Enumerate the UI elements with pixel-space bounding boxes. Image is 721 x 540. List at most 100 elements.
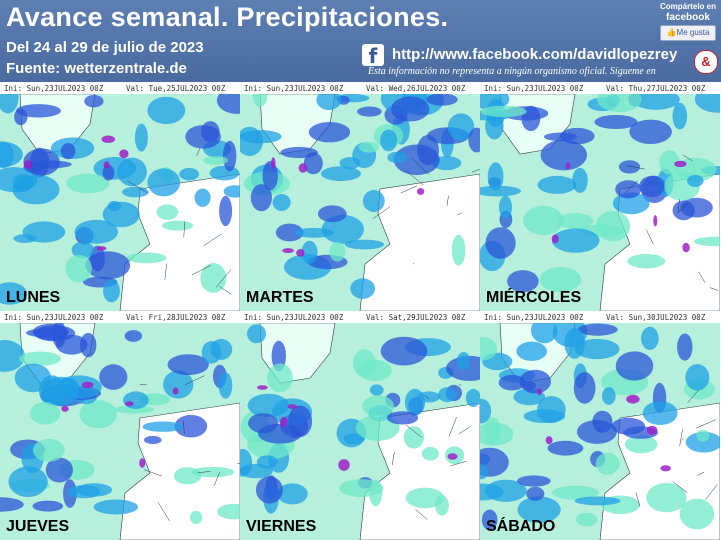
- precipitation-cell: [147, 96, 186, 125]
- share-widget[interactable]: Compártelo en facebook 👍Me gusta: [658, 2, 718, 46]
- border-line: [400, 185, 418, 194]
- precipitation-cell: [329, 242, 346, 262]
- precipitation-cell: [0, 282, 27, 305]
- precipitation-cell: [391, 96, 430, 122]
- precipitation-cell: [201, 341, 222, 364]
- precipitation-cell: [595, 452, 620, 475]
- precipitation-cell: [218, 372, 233, 399]
- precipitation-cell: [498, 374, 526, 391]
- precipitation-cell: [523, 205, 564, 235]
- precipitation-cell: [480, 398, 492, 424]
- precipitation-cell: [595, 211, 631, 242]
- border-line: [624, 180, 638, 194]
- heavy-precipitation-cell: [271, 157, 276, 169]
- precipitation-cell: [43, 376, 79, 406]
- precipitation-cell: [303, 152, 323, 175]
- border-line: [677, 199, 680, 213]
- heavy-precipitation-cell: [61, 405, 69, 412]
- precipitation-map: [240, 94, 480, 311]
- facebook-link[interactable]: http://www.facebook.com/davidlopezrey: [392, 46, 678, 63]
- disclaimer-text: Esta información no representa a ningún …: [368, 66, 656, 77]
- precipitation-cell: [507, 270, 539, 293]
- precipitation-cell: [209, 165, 240, 181]
- border-line: [183, 221, 185, 238]
- heavy-precipitation-cell: [101, 135, 116, 143]
- forecast-panel-6: Ini: Sun,23JUL2023 00Z Val: Sun,30JUL2023…: [480, 311, 721, 540]
- border-line: [681, 438, 684, 441]
- heavy-precipitation-cell: [119, 149, 129, 159]
- border-line: [215, 269, 232, 288]
- precipitation-cell: [551, 485, 600, 500]
- precipitation-cell: [421, 446, 439, 461]
- precipitation-cell: [194, 188, 211, 207]
- precipitation-cell: [362, 395, 395, 418]
- precipitation-cell: [694, 94, 720, 113]
- precipitation-cell: [191, 466, 235, 478]
- precipitation-cell: [277, 483, 308, 505]
- heavy-precipitation-cell: [660, 465, 671, 472]
- init-time: Ini: Sun,23JUL2023 00Z: [244, 313, 344, 322]
- border-line: [646, 229, 654, 245]
- precipitation-cell: [685, 364, 710, 391]
- precipitation-cell: [484, 417, 501, 445]
- precipitation-cell: [685, 431, 720, 453]
- precipitation-cell: [317, 205, 347, 223]
- precipitation-cell: [485, 227, 516, 259]
- precipitation-cell: [517, 475, 551, 487]
- precipitation-cell: [573, 372, 596, 404]
- border-line: [412, 158, 430, 176]
- border-line: [164, 263, 167, 280]
- border-line: [144, 469, 162, 477]
- precipitation-cell: [8, 466, 48, 497]
- heavy-precipitation-cell: [674, 160, 687, 168]
- border-line: [672, 481, 688, 493]
- precipitation-cell: [560, 127, 595, 145]
- precipitation-cell: [93, 499, 138, 515]
- precipitation-cell: [79, 400, 117, 429]
- precipitation-cell: [240, 130, 282, 144]
- precipitation-cell: [288, 405, 313, 438]
- precipitation-map: [480, 323, 720, 540]
- precipitation-cell: [121, 186, 149, 198]
- day-label: VIERNES: [246, 518, 317, 535]
- precipitation-cell: [380, 336, 428, 366]
- precipitation-map: [240, 323, 480, 540]
- precipitation-cell: [316, 94, 342, 110]
- heavy-precipitation-cell: [287, 404, 297, 409]
- precipitation-cell: [456, 352, 471, 370]
- heavy-precipitation-cell: [103, 161, 110, 169]
- precipitation-cell: [113, 405, 155, 414]
- border-line: [157, 502, 170, 522]
- border-line: [677, 202, 690, 214]
- heavy-precipitation-cell: [257, 385, 268, 390]
- precipitation-cell: [142, 421, 184, 432]
- precipitation-cell: [185, 125, 221, 149]
- border-line: [197, 471, 211, 473]
- precipitation-cell: [679, 498, 715, 530]
- precipitation-cell: [102, 165, 115, 181]
- border-line: [446, 195, 449, 206]
- precipitation-cell: [481, 509, 498, 531]
- border-line: [196, 148, 201, 156]
- precipitation-cell: [167, 354, 209, 375]
- precipitation-cell: [216, 94, 240, 114]
- like-button[interactable]: 👍Me gusta: [660, 25, 716, 41]
- border-line: [405, 424, 422, 438]
- heavy-precipitation-cell: [551, 234, 559, 244]
- precipitation-cell: [350, 278, 376, 299]
- facebook-icon[interactable]: f: [362, 44, 384, 68]
- border-line: [698, 271, 706, 283]
- precipitation-cell: [537, 396, 566, 424]
- precipitation-cell: [14, 363, 52, 393]
- heavy-precipitation-cell: [23, 160, 32, 170]
- precipitation-cell: [162, 220, 194, 231]
- precipitation-cell: [103, 279, 120, 303]
- heavy-precipitation-cell: [626, 394, 640, 404]
- precipitation-cell: [659, 150, 680, 175]
- day-label: SÁBADO: [486, 518, 556, 535]
- precipitation-cell: [0, 340, 25, 372]
- precipitation-cell: [596, 94, 642, 113]
- precipitation-cell: [696, 429, 710, 442]
- page-title: Avance semanal. Precipitaciones.: [6, 2, 449, 32]
- precipitation-cell: [74, 219, 119, 244]
